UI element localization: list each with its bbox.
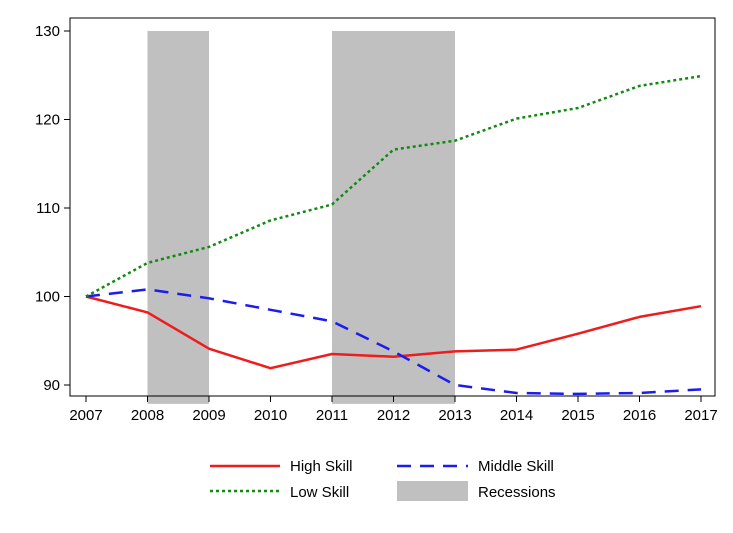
legend-label-high-skill: High Skill	[290, 458, 353, 475]
x-tick-label: 2014	[500, 407, 533, 424]
series-line-middle-skill	[85, 288, 702, 396]
x-tick-label: 2015	[561, 407, 594, 424]
y-tick-label: 110	[36, 200, 60, 217]
series-lines	[85, 74, 702, 396]
recession-band	[332, 31, 455, 404]
recession-bands	[147, 31, 455, 404]
y-tick-label: 100	[35, 289, 60, 306]
legend-label-recessions: Recessions	[478, 484, 556, 501]
x-tick-label: 2013	[438, 407, 471, 424]
x-tick-label: 2007	[69, 407, 102, 424]
legend-label-middle-skill: Middle Skill	[478, 458, 554, 475]
y-axis-ticks: 90 100 110 120 130	[35, 23, 70, 394]
axes	[69, 17, 716, 397]
x-tick-label: 2016	[623, 407, 656, 424]
y-tick-label: 130	[35, 23, 60, 40]
legend: High Skill Middle Skill Low Skill Recess…	[210, 458, 556, 501]
x-tick-label: 2012	[377, 407, 410, 424]
x-tick-label: 2017	[684, 407, 717, 424]
x-tick-label: 2009	[192, 407, 225, 424]
x-tick-label: 2011	[316, 407, 348, 424]
legend-label-low-skill: Low Skill	[290, 484, 349, 501]
y-tick-label: 90	[43, 377, 60, 394]
series-line-high-skill	[85, 295, 702, 370]
series-line-low-skill	[85, 74, 702, 298]
recession-band	[147, 31, 209, 404]
x-tick-label: 2008	[131, 407, 164, 424]
x-axis-ticks: 2007 2008 2009 2010 2011 2012 2013 2014 2015 2016…	[69, 396, 718, 424]
x-tick-label: 2010	[254, 407, 287, 424]
legend-swatch-recessions	[397, 481, 468, 501]
plot-frame	[69, 17, 716, 397]
y-tick-label: 120	[35, 112, 60, 129]
